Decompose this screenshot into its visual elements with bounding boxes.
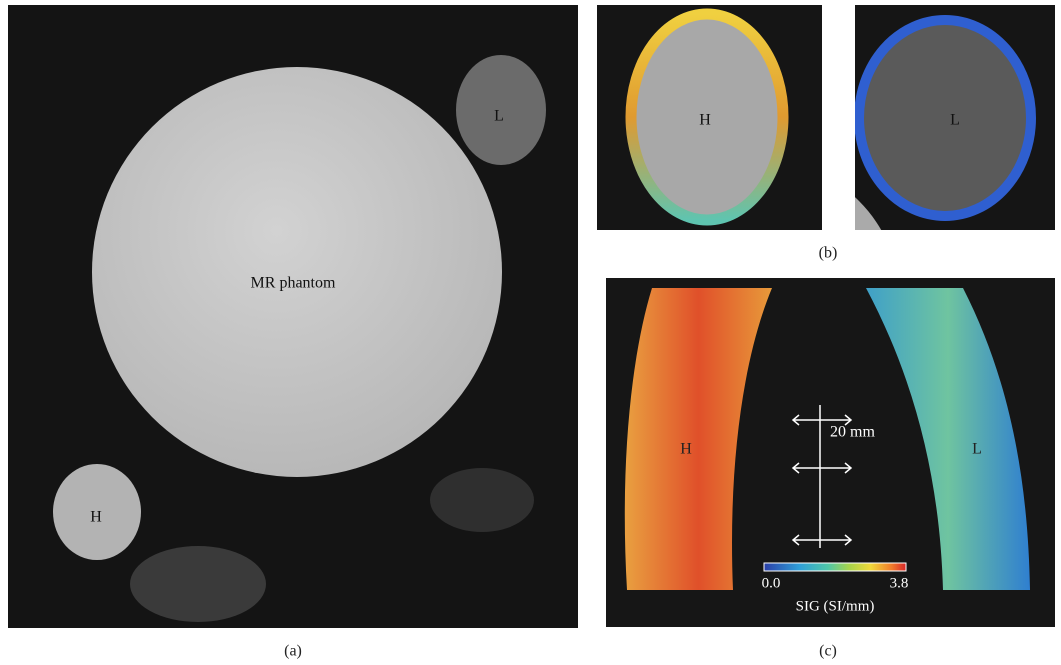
high-label: H [680,441,692,458]
scale-label: 20 mm [830,424,875,441]
dim-sample [130,546,266,622]
colorbar-max: 3.8 [890,575,909,591]
phantom-edge [855,197,882,230]
panel-label: (c) [819,643,837,660]
low-label: L [950,112,960,129]
colorbar-title: SIG (SI/mm) [796,598,875,614]
high-label: H [90,509,102,526]
panel-label: (a) [284,643,302,660]
high-label: H [699,112,711,129]
high-sample [53,464,141,560]
scale-arrows [791,405,853,548]
panel-b-right-content [855,15,1036,230]
phantom-disc [92,67,502,477]
low-label: L [972,441,982,458]
low-band [866,288,1030,590]
low-label: L [494,108,504,125]
phantom-label: MR phantom [251,275,336,292]
dim-sample [430,468,534,532]
low-sample [456,55,546,165]
colorbar-min: 0.0 [762,575,781,591]
colorbar [763,562,907,572]
panel-label: (b) [819,245,838,262]
low-ring [855,15,1036,221]
high-ring [625,8,789,226]
high-band [624,288,772,590]
